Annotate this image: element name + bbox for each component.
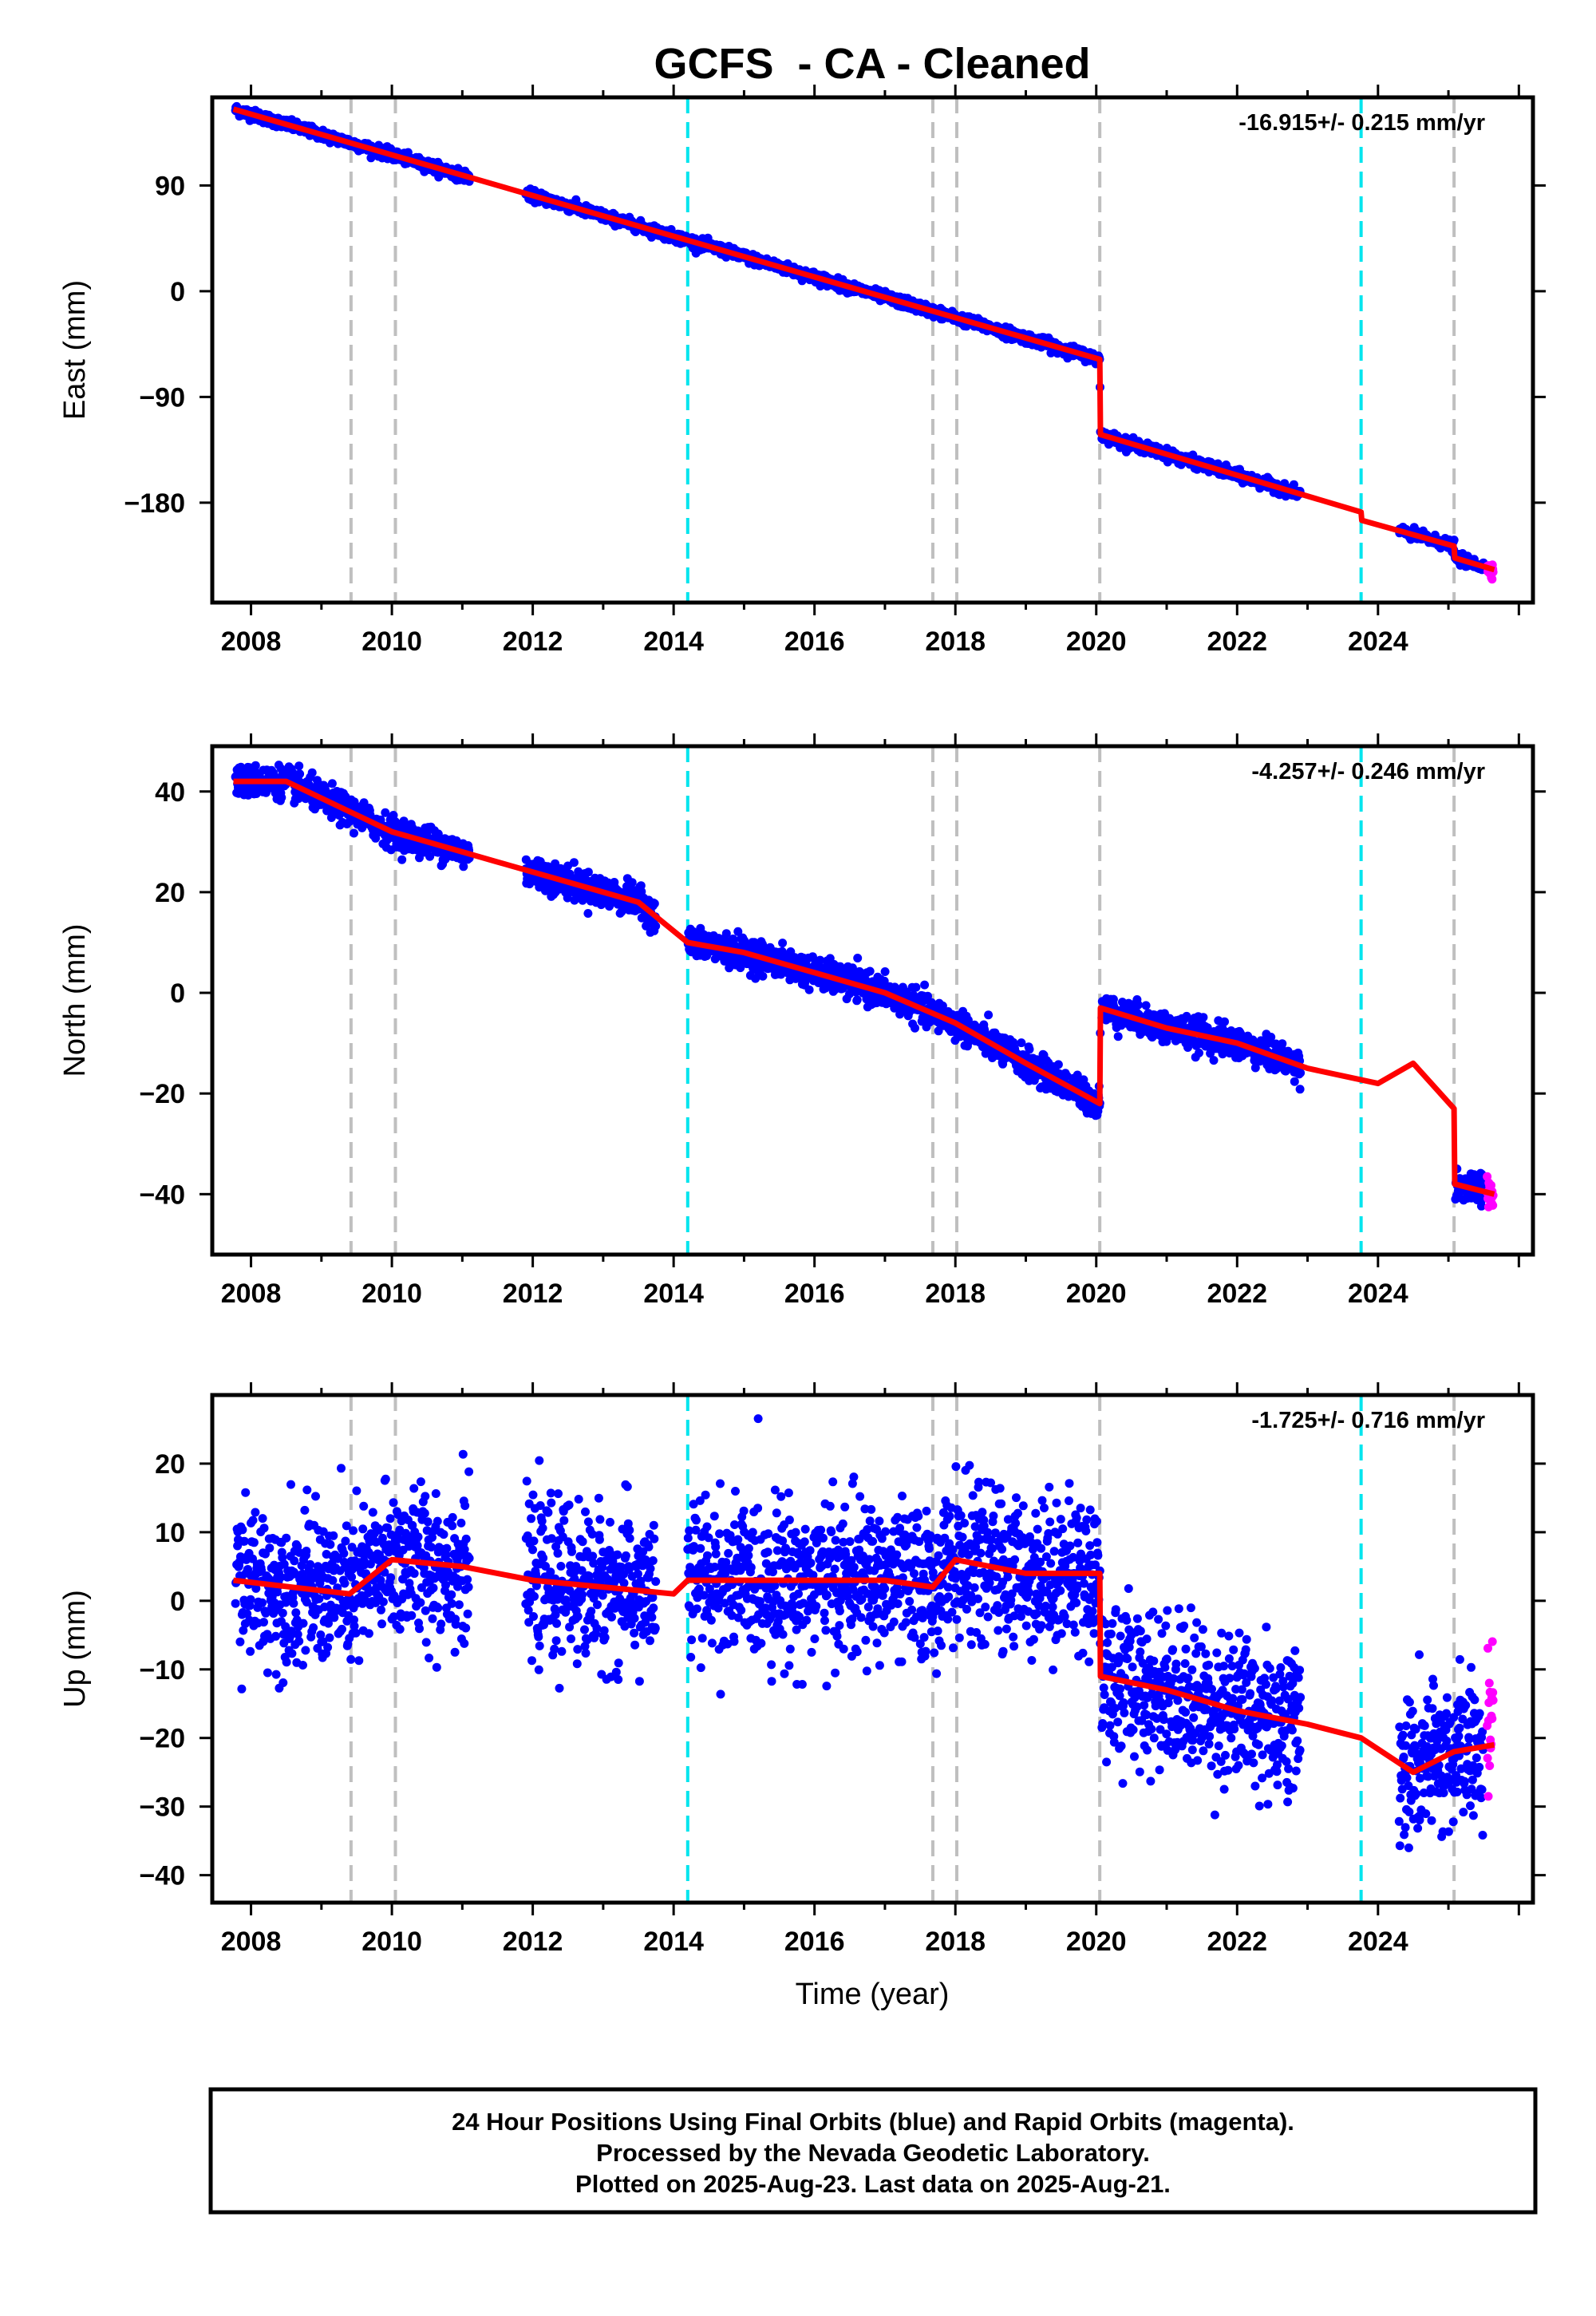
x-tick-label: 2022 <box>1207 626 1267 657</box>
final-orbit-point <box>1025 1045 1034 1054</box>
final-orbit-point <box>371 833 381 843</box>
final-orbit-point <box>381 808 390 817</box>
final-orbit-point <box>852 995 862 1005</box>
final-orbit-point <box>1113 1032 1123 1041</box>
final-orbit-point <box>911 982 921 992</box>
final-orbit-point <box>880 967 890 976</box>
final-orbit-point <box>911 1023 919 1033</box>
final-orbit-point <box>1133 1000 1143 1010</box>
final-orbit-point <box>1053 1060 1063 1069</box>
panel-east: 2008 2010 2012 2014 2016 2018 2020 2022 2024 90 0 −… <box>58 85 1546 657</box>
event-lines <box>349 97 1456 603</box>
final-orbit-point <box>778 939 788 948</box>
final-orbit-point <box>295 769 305 779</box>
final-orbit-point <box>984 1010 994 1020</box>
final-orbit-points <box>231 101 1488 575</box>
y-tick-label: −180 <box>124 488 185 519</box>
final-orbit-point <box>277 792 286 802</box>
x-tick-label: 2016 <box>784 626 845 657</box>
x-tick-label: 2024 <box>1348 626 1408 657</box>
final-orbit-point <box>459 862 468 871</box>
velocity-rate: -16.915+/- 0.215 mm/yr <box>1238 110 1485 136</box>
final-orbit-point <box>650 899 659 908</box>
x-tick-label: 2012 <box>503 626 563 657</box>
panel-north: 2008 2010 2012 2014 2016 2018 2020 2022 20244020… <box>58 733 1546 1309</box>
final-orbit-point <box>920 980 930 990</box>
y-axis: 90 0 −90 −180 <box>124 171 1546 519</box>
chart-title: GCFS - CA - Cleaned <box>654 40 1090 88</box>
y-tick-label: 0 <box>170 277 185 307</box>
final-orbit-point <box>294 761 304 771</box>
rapid-orbit-point <box>1487 575 1497 584</box>
final-orbit-point <box>1449 536 1459 545</box>
panels: 2008 2010 2012 2014 2016 2018 2020 2022 2024 90 0 −… <box>58 85 1546 1957</box>
final-orbit-point <box>251 761 260 770</box>
final-orbit-point <box>350 828 358 838</box>
final-orbit-point <box>327 779 337 788</box>
y-axis-label: East (mm) <box>58 280 92 420</box>
x-tick-label: 2010 <box>361 626 422 657</box>
final-orbit-point <box>525 879 535 889</box>
final-orbit-point <box>583 909 593 918</box>
final-orbit-point <box>569 858 579 868</box>
final-orbit-point <box>865 966 875 976</box>
y-tick-label: 90 <box>155 171 185 201</box>
final-orbit-point <box>583 868 593 877</box>
final-orbit-point <box>627 878 637 887</box>
final-orbit-point <box>610 878 619 887</box>
x-tick-label: 2008 <box>221 626 282 657</box>
final-orbit-point <box>651 921 661 931</box>
final-orbit-point <box>853 954 863 962</box>
final-orbit-point <box>397 855 407 864</box>
x-tick-label: 2020 <box>1066 626 1127 657</box>
x-tick-label: 2018 <box>925 626 986 657</box>
rapid-orbit-points <box>1483 560 1498 584</box>
x-tick-label: 2014 <box>643 626 704 657</box>
x-axis: 2008 2010 2012 2014 2016 2018 2020 2022 2024 <box>221 85 1520 657</box>
plot-frame <box>210 95 1535 605</box>
final-orbit-point <box>721 929 731 939</box>
model-fit-line <box>232 106 1495 573</box>
final-orbit-point <box>804 985 814 994</box>
final-orbit-point <box>307 768 317 777</box>
y-tick-label: −90 <box>139 382 185 413</box>
final-orbit-point <box>758 971 768 981</box>
final-orbit-point <box>425 852 435 861</box>
final-orbit-point <box>574 867 583 876</box>
